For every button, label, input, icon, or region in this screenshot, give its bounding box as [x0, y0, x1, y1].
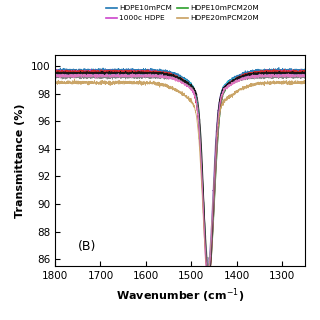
Y-axis label: Transmittance (%): Transmittance (%)	[15, 103, 25, 218]
X-axis label: Wavenumber (cm$^{-1}$): Wavenumber (cm$^{-1}$)	[116, 286, 244, 305]
Legend: HDPE10mPCM, 1000c HDPE, HDPE10mPCM20M, HDPE20mPCM20M: HDPE10mPCM, 1000c HDPE, HDPE10mPCM20M, H…	[105, 4, 260, 23]
Text: (B): (B)	[77, 240, 96, 253]
